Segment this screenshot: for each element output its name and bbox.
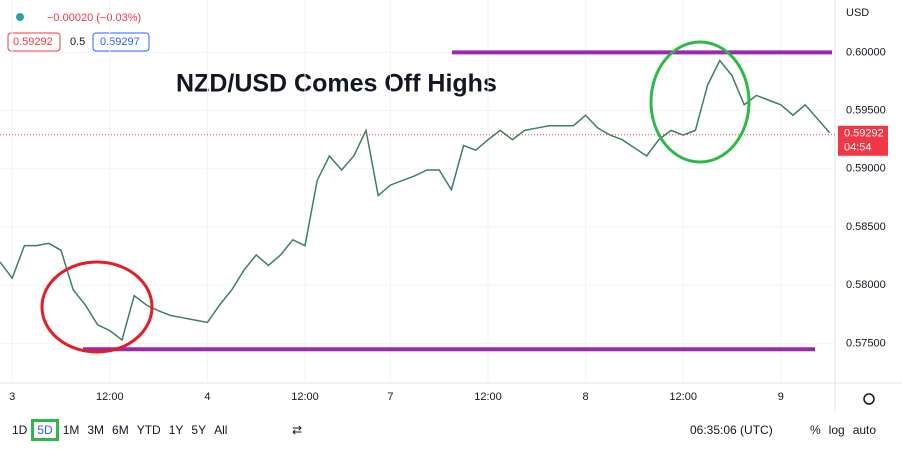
range-button[interactable]: 5Y (191, 423, 207, 437)
range-button[interactable]: 3M (87, 423, 105, 437)
range-button[interactable]: 1M (62, 423, 80, 437)
x-tick-label: 12:00 (669, 391, 697, 403)
chart-title: NZD/USD Comes Off Highs (176, 70, 497, 98)
range-button[interactable]: All (214, 423, 228, 437)
bid-box (7, 32, 61, 52)
compare-icon[interactable]: ⇄ (292, 423, 303, 437)
option-button[interactable]: auto (852, 423, 877, 437)
range-button[interactable]: 1D (12, 423, 28, 437)
y-tick-label: 0.59500 (846, 104, 886, 116)
plot: 0.57500 0.58000 0.58500 0.59000 0.59500 0.600… (0, 0, 888, 403)
y-tick-label: 0.58000 (846, 279, 886, 291)
currency: USD (846, 7, 869, 19)
countdown: 04:54 (844, 142, 872, 154)
options: % log auto (806, 418, 880, 442)
x-tick-label: 12:00 (96, 391, 124, 403)
option-button[interactable]: % (810, 423, 821, 437)
bid: 0.59292 (13, 36, 53, 48)
x-tick-label: 12:00 (474, 391, 502, 403)
y-tick-label: 0.58500 (846, 221, 886, 233)
last-price-label: 0.59292 (844, 128, 884, 140)
y-tick-label: 0.59000 (846, 163, 886, 175)
x-tick-label: 7 (387, 391, 393, 403)
x-tick-label: 4 (204, 391, 210, 403)
x-tick-label: 3 (9, 391, 15, 403)
change: −0.00020 (−0.03%) (47, 12, 141, 24)
last-price-box (838, 125, 888, 156)
ask-box (92, 32, 150, 52)
high-circle (649, 40, 751, 164)
range-button[interactable]: 6M (112, 423, 129, 437)
clock: 06:35:06 (UTC) (690, 423, 773, 437)
settings-icon[interactable] (863, 393, 875, 405)
option-button[interactable]: log (828, 423, 845, 437)
x-tick-label: 12:00 (291, 391, 319, 403)
range-button[interactable]: YTD (136, 423, 161, 437)
status-dot (16, 13, 24, 21)
price-line (0, 59, 831, 342)
spread: 0.5 (70, 36, 85, 48)
x-tick-label: 8 (583, 391, 589, 403)
y-tick-label: 0.60000 (846, 46, 886, 58)
low-circle (40, 260, 154, 354)
range-bar: 1D 5D 1M 3M 6M YTD 1Y 5Y All (8, 418, 231, 442)
y-tick-label: 0.57500 (846, 337, 886, 349)
chart: USD NZD/USD Comes Off Highs −0.00020 (−0… (0, 0, 902, 412)
ask: 0.59297 (100, 36, 140, 48)
range-button[interactable]: 1Y (168, 423, 184, 437)
x-tick-label: 9 (778, 391, 784, 403)
range-button[interactable]: 5D (31, 419, 59, 441)
